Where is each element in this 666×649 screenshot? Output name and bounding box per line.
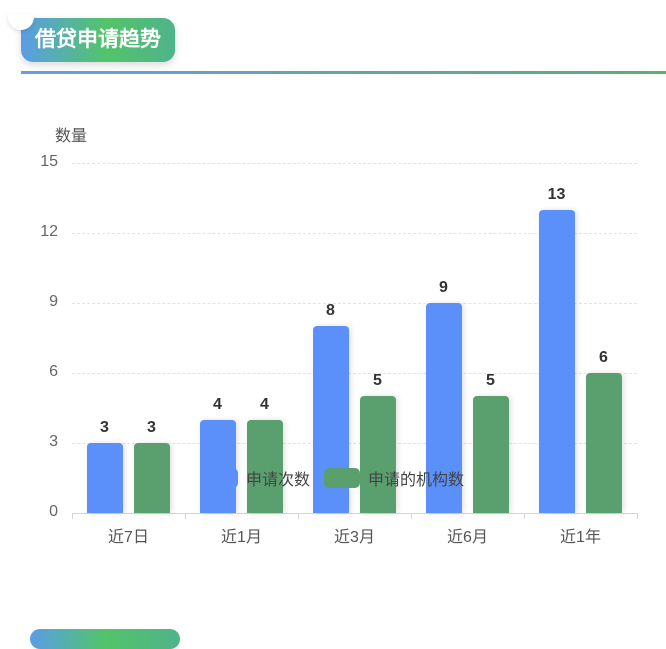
bar-value-label: 3 <box>100 419 109 436</box>
legend: 申请次数 申请的机构数 <box>0 466 666 490</box>
next-section-title <box>30 629 180 649</box>
grid-line <box>72 233 637 234</box>
bar-value-label: 6 <box>599 349 608 366</box>
x-axis-line <box>72 513 637 514</box>
bar[interactable] <box>246 419 283 513</box>
bar-value-label: 8 <box>326 302 335 320</box>
section-title: 借贷申请趋势 <box>21 18 175 62</box>
x-tick-label: 近6月 <box>447 529 488 546</box>
x-tick-label: 近3月 <box>334 529 375 546</box>
title-underline <box>21 71 666 74</box>
bar-value-label: 13 <box>547 185 566 203</box>
y-tick-label: 3 <box>49 433 58 450</box>
y-tick-label: 6 <box>49 363 58 380</box>
y-axis-label: 数量 <box>55 128 88 145</box>
y-tick-label: 12 <box>40 223 58 240</box>
bar[interactable] <box>133 443 170 513</box>
legend-item-institutions[interactable]: 申请的机构数 <box>324 466 464 490</box>
bar-value-label: 9 <box>439 279 448 296</box>
x-tick-mark <box>411 513 412 519</box>
bar-value-label: 4 <box>213 395 222 413</box>
bar[interactable] <box>425 303 462 513</box>
legend-swatch-green <box>324 468 360 488</box>
y-tick-label: 15 <box>40 153 58 170</box>
bar-value-label: 3 <box>147 419 156 436</box>
x-tick-label: 近1年 <box>560 529 601 546</box>
legend-item-applications[interactable]: 申请次数 <box>201 466 310 490</box>
bar[interactable] <box>585 373 622 513</box>
grid-line <box>72 373 637 374</box>
bar[interactable] <box>199 419 236 513</box>
bar[interactable] <box>472 396 509 513</box>
x-tick-mark <box>72 513 73 519</box>
x-tick-mark <box>637 513 638 519</box>
legend-swatch-blue <box>201 468 238 488</box>
x-tick-label: 近7日 <box>108 529 149 546</box>
x-tick-label: 近1月 <box>221 529 262 546</box>
legend-label: 申请次数 <box>245 472 310 489</box>
y-tick-label: 0 <box>49 503 58 520</box>
bar[interactable] <box>86 443 123 513</box>
bar[interactable] <box>359 396 396 513</box>
bar-value-label: 5 <box>486 372 495 390</box>
bar-value-label: 4 <box>260 395 269 413</box>
grid-line <box>72 443 637 444</box>
y-tick-label: 9 <box>49 293 58 310</box>
bar-value-label: 5 <box>373 372 382 390</box>
grid-line <box>72 303 637 304</box>
x-tick-mark <box>185 513 186 519</box>
legend-label: 申请的机构数 <box>368 472 465 489</box>
title-decoration <box>8 14 34 30</box>
x-tick-mark <box>298 513 299 519</box>
x-tick-mark <box>524 513 525 519</box>
grid-line <box>72 163 637 164</box>
bar[interactable] <box>538 209 575 513</box>
bar-chart: 数量 0 3 6 9 12 15 近7日 3 3 近1月 4 4 近3月 8 5 近6月 9 5 近1年 13 6 <box>0 100 666 600</box>
